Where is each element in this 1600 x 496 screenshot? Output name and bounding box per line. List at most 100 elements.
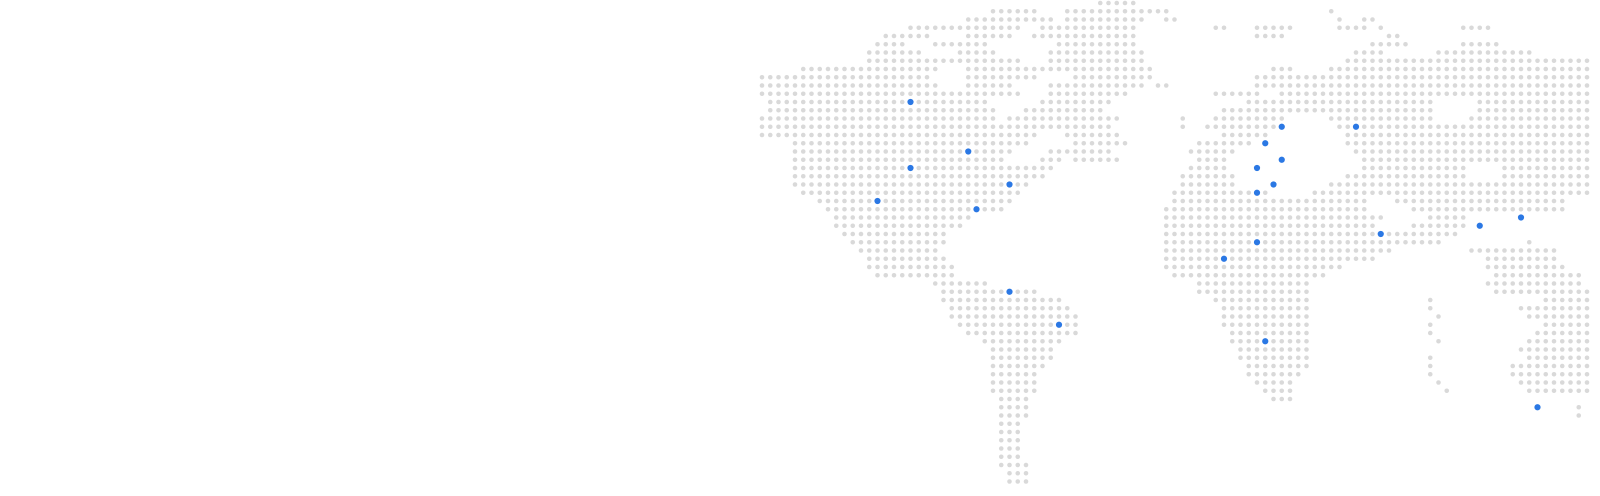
land-dot (833, 223, 839, 229)
land-dot (1502, 206, 1507, 212)
land-dot (1229, 314, 1235, 319)
land-dot (1345, 182, 1351, 187)
land-dot (1304, 281, 1309, 286)
land-dot (941, 99, 946, 105)
land-dot (965, 289, 971, 295)
land-dot (1262, 124, 1268, 130)
land-dot (1485, 41, 1491, 47)
land-dot (932, 182, 938, 187)
land-dot (833, 132, 839, 138)
land-dot (998, 437, 1004, 443)
land-dot (1031, 8, 1037, 14)
land-dot (1040, 165, 1045, 171)
land-dot (1510, 363, 1516, 369)
land-dot (842, 215, 847, 220)
land-dot (1056, 297, 1062, 303)
land-dot (1048, 355, 1054, 361)
land-dot (1551, 248, 1557, 253)
land-dot (990, 74, 996, 80)
land-dot (1584, 99, 1590, 105)
land-dot (1584, 165, 1590, 171)
land-dot (1551, 264, 1557, 270)
land-dot (1188, 165, 1194, 171)
location-marker (1278, 156, 1285, 163)
land-dot (1056, 124, 1062, 130)
land-dot (1452, 157, 1458, 163)
land-dot (891, 124, 897, 130)
land-dot (1510, 198, 1516, 204)
land-dot (1419, 173, 1425, 179)
land-dot (1246, 322, 1252, 328)
land-dot (1584, 305, 1590, 311)
land-dot (1172, 206, 1177, 212)
land-dot (899, 33, 905, 39)
land-dot (1403, 198, 1408, 204)
land-dot (1031, 388, 1037, 394)
land-dot (1048, 83, 1054, 88)
land-dot (1238, 198, 1243, 204)
land-dot (1460, 215, 1466, 220)
land-dot (974, 132, 979, 138)
land-dot (1337, 206, 1342, 212)
land-dot (866, 248, 872, 253)
land-dot (990, 157, 996, 163)
land-dot (809, 132, 814, 138)
land-dot (1477, 157, 1483, 163)
land-dot (1510, 58, 1516, 64)
land-dot (1493, 264, 1499, 270)
land-dot (1221, 215, 1227, 220)
land-dot (1163, 231, 1169, 237)
land-dot (1172, 223, 1177, 229)
land-dot (1007, 132, 1012, 138)
land-dot (998, 25, 1004, 31)
land-dot (883, 223, 889, 229)
land-dot (941, 256, 946, 262)
land-dot (1353, 256, 1359, 262)
land-dot (1526, 182, 1532, 187)
land-dot (949, 58, 955, 64)
land-dot (1502, 157, 1507, 163)
land-dot (1378, 83, 1384, 88)
land-dot (792, 149, 798, 154)
land-dot (1526, 66, 1532, 72)
land-dot (1073, 25, 1078, 31)
land-dot (1510, 173, 1516, 179)
land-dot (1477, 58, 1483, 64)
land-dot (941, 264, 946, 270)
land-dot (924, 272, 930, 278)
land-dot (1551, 140, 1557, 146)
land-dot (1106, 99, 1111, 105)
land-dot (916, 74, 922, 80)
land-dot (1271, 272, 1276, 278)
land-dot (1353, 50, 1359, 55)
land-dot (850, 149, 856, 154)
land-dot (1510, 157, 1516, 163)
land-dot (1106, 25, 1111, 31)
land-dot (1304, 99, 1309, 105)
land-dot (1081, 140, 1087, 146)
land-dot (1097, 132, 1103, 138)
land-dot (1535, 198, 1540, 204)
land-dot (1196, 198, 1202, 204)
land-dot (1007, 437, 1012, 443)
land-dot (1064, 58, 1070, 64)
land-dot (875, 165, 880, 171)
land-dot (1279, 223, 1285, 229)
land-dot (1510, 66, 1516, 72)
land-dot (1130, 33, 1136, 39)
land-dot (1246, 215, 1252, 220)
land-dot (1559, 380, 1565, 385)
land-dot (1386, 66, 1392, 72)
land-dot (1353, 149, 1359, 154)
land-dot (1584, 124, 1590, 130)
land-dot (1081, 58, 1087, 64)
land-dot (1097, 140, 1103, 146)
land-dot (1271, 371, 1276, 377)
land-dot (1007, 173, 1012, 179)
land-dot (1576, 182, 1582, 187)
land-dot (974, 322, 979, 328)
land-dot (1031, 297, 1037, 303)
land-dot (1568, 91, 1573, 97)
land-dot (1370, 107, 1375, 113)
land-dot (1485, 107, 1491, 113)
